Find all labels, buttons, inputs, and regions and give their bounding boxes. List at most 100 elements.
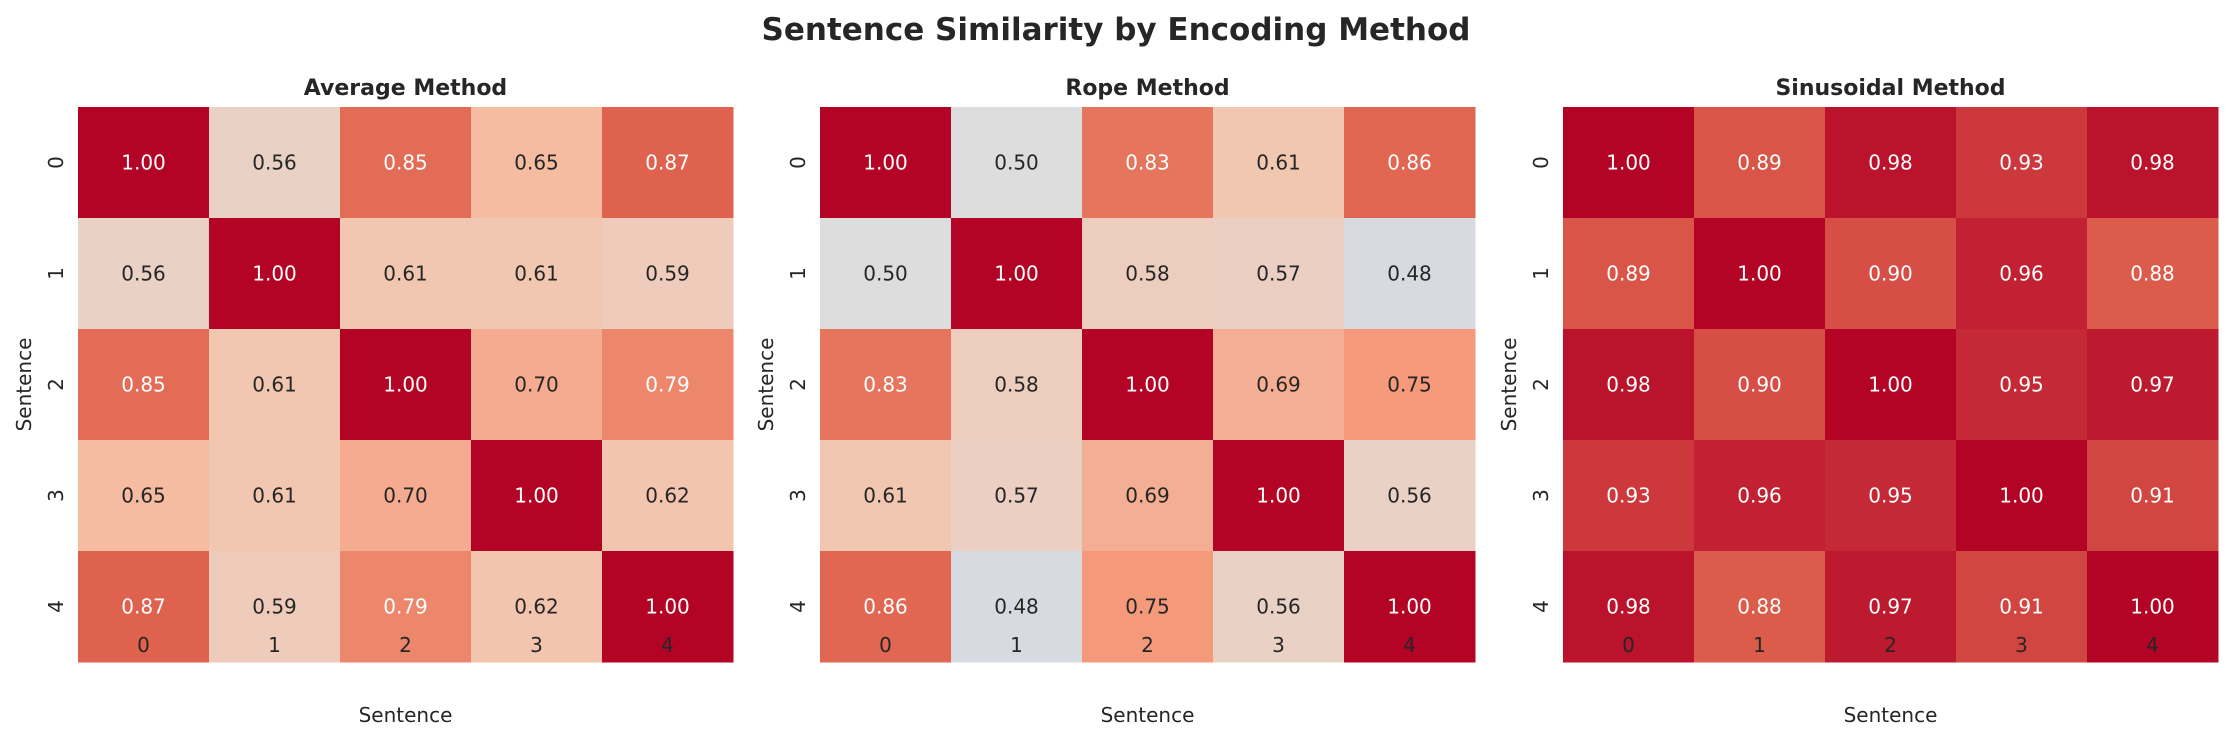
cell-annotation: 1.00: [1868, 373, 1913, 397]
cell-annotation: 1.00: [383, 373, 428, 397]
x-tick-label: 4: [1403, 633, 1416, 657]
x-tick-label: 0: [879, 633, 892, 657]
cell-annotation: 0.70: [383, 484, 428, 508]
cell-annotation: 0.95: [1999, 373, 2044, 397]
cell-annotation: 0.86: [863, 595, 908, 619]
heatmap-cell: [1213, 440, 1345, 552]
heatmap-cell: [1344, 218, 1476, 330]
cell-annotation: 0.89: [1606, 262, 1651, 286]
x-tick-label: 0: [1622, 633, 1635, 657]
x-axis-label: Sentence: [1844, 703, 1938, 727]
cell-annotation: 0.87: [121, 595, 166, 619]
x-tick-label: 3: [2015, 633, 2028, 657]
cell-annotation: 1.00: [1125, 373, 1170, 397]
cell-annotation: 0.98: [2130, 151, 2175, 175]
cell-annotation: 0.69: [1256, 373, 1301, 397]
heatmap-cell: [1956, 551, 2088, 663]
heatmap-cell: [820, 551, 952, 663]
heatmap-cell: [471, 107, 603, 219]
heatmap-cell: [1956, 440, 2088, 552]
heatmap-cell: [78, 551, 210, 663]
cell-annotation: 0.90: [1868, 262, 1913, 286]
heatmap-cell: [602, 551, 734, 663]
cell-annotation: 1.00: [1606, 151, 1651, 175]
heatmap-cell: [951, 440, 1083, 552]
heatmap-cell: [209, 329, 341, 441]
heatmap-cell: [1563, 440, 1695, 552]
cell-annotation: 0.50: [863, 262, 908, 286]
y-tick-label: 1: [44, 267, 68, 280]
y-axis-label: Sentence: [12, 338, 36, 432]
cell-annotation: 1.00: [994, 262, 1039, 286]
x-axis-label: Sentence: [1101, 703, 1195, 727]
heatmap-cell: [340, 218, 472, 330]
cell-annotation: 1.00: [863, 151, 908, 175]
heatmap-cell: [1213, 218, 1345, 330]
x-tick-label: 3: [530, 633, 543, 657]
heatmap-cell: [209, 440, 341, 552]
cell-annotation: 0.58: [1125, 262, 1170, 286]
heatmap-cell: [951, 218, 1083, 330]
heatmap-cell: [209, 107, 341, 219]
x-tick-label: 2: [1141, 633, 1154, 657]
cell-annotation: 1.00: [1999, 484, 2044, 508]
x-tick-label: 2: [1884, 633, 1897, 657]
heatmap-cell: [820, 440, 952, 552]
heatmap-cell: [1213, 551, 1345, 663]
heatmap-cell: [1563, 551, 1695, 663]
cell-annotation: 0.61: [1256, 151, 1301, 175]
cell-annotation: 0.86: [1387, 151, 1432, 175]
cell-annotation: 0.95: [1868, 484, 1913, 508]
heatmap-cell: [1956, 107, 2088, 219]
heatmap-cell: [602, 329, 734, 441]
cell-annotation: 0.85: [383, 151, 428, 175]
cell-annotation: 1.00: [2130, 595, 2175, 619]
heatmap-cell: [1956, 329, 2088, 441]
heatmap-cell: [1213, 107, 1345, 219]
cell-annotation: 0.93: [1606, 484, 1651, 508]
heatmap-cell: [1563, 218, 1695, 330]
cell-annotation: 1.00: [1387, 595, 1432, 619]
x-tick-label: 4: [661, 633, 674, 657]
heatmap-cell: [602, 107, 734, 219]
cell-annotation: 0.96: [1999, 262, 2044, 286]
heatmap-cell: [2087, 218, 2219, 330]
heatmap-panel-1: Rope Method 1.00 0.50 0.83 0.61 0.86 0.50 1.00 0…: [754, 76, 1476, 727]
y-tick-label: 0: [44, 156, 68, 169]
heatmap-cell: [1082, 107, 1214, 219]
heatmap-cell: [340, 551, 472, 663]
heatmap-cell: [820, 329, 952, 441]
heatmap-cell: [1694, 218, 1826, 330]
y-tick-label: 2: [786, 378, 810, 391]
heatmap-cell: [1825, 329, 1957, 441]
cell-annotation: 0.69: [1125, 484, 1170, 508]
y-tick-label: 3: [44, 489, 68, 502]
y-tick-label: 3: [786, 489, 810, 502]
cell-annotation: 0.59: [252, 595, 297, 619]
x-tick-label: 3: [1272, 633, 1285, 657]
x-axis-label: Sentence: [359, 703, 453, 727]
x-tick-label: 4: [2146, 633, 2159, 657]
heatmap-cell: [602, 440, 734, 552]
y-tick-label: 4: [1529, 600, 1553, 613]
cell-annotation: 0.79: [383, 595, 428, 619]
y-tick-label: 4: [44, 600, 68, 613]
cell-annotation: 0.98: [1868, 151, 1913, 175]
cell-annotation: 0.56: [252, 151, 297, 175]
cell-annotation: 0.97: [1868, 595, 1913, 619]
cell-annotation: 0.75: [1387, 373, 1432, 397]
heatmap-cell: [1082, 218, 1214, 330]
cell-annotation: 0.56: [121, 262, 166, 286]
heatmap-cell: [1082, 440, 1214, 552]
y-tick-label: 2: [1529, 378, 1553, 391]
cell-annotation: 0.48: [994, 595, 1039, 619]
cell-annotation: 0.89: [1737, 151, 1782, 175]
heatmap-cell: [209, 551, 341, 663]
x-tick-label: 1: [1010, 633, 1023, 657]
heatmap-cell: [340, 329, 472, 441]
heatmap-cell: [1344, 551, 1476, 663]
heatmap-cell: [1344, 107, 1476, 219]
heatmap-cell: [1082, 551, 1214, 663]
figure-title: Sentence Similarity by Encoding Method: [762, 12, 1471, 48]
heatmap-cell: [340, 107, 472, 219]
